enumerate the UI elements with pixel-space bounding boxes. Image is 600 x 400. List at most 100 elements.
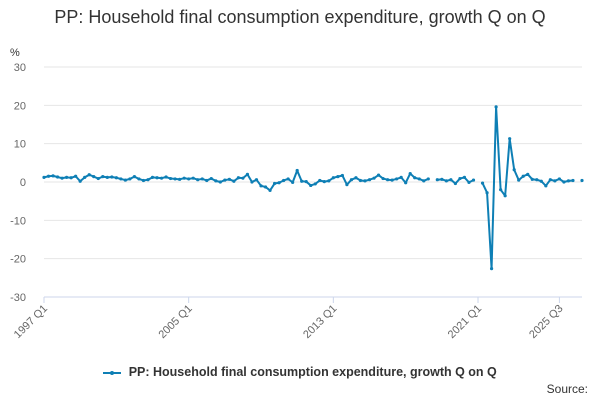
data-point[interactable] xyxy=(395,177,399,181)
data-point[interactable] xyxy=(119,177,123,181)
data-point[interactable] xyxy=(381,176,385,181)
data-point[interactable] xyxy=(467,180,471,184)
data-point[interactable] xyxy=(96,176,100,181)
data-point[interactable] xyxy=(566,179,571,183)
data-point[interactable] xyxy=(209,176,213,181)
data-point[interactable] xyxy=(363,179,367,183)
data-point[interactable] xyxy=(354,176,358,180)
data-point[interactable] xyxy=(223,178,227,182)
data-point[interactable] xyxy=(440,177,444,181)
data-point[interactable] xyxy=(435,178,439,182)
data-point[interactable] xyxy=(571,178,575,183)
data-point[interactable] xyxy=(331,176,335,180)
data-point[interactable] xyxy=(146,178,150,182)
data-point[interactable] xyxy=(110,175,114,179)
data-point[interactable] xyxy=(535,178,539,182)
data-point[interactable] xyxy=(254,178,259,182)
data-point[interactable] xyxy=(114,176,118,180)
data-point[interactable] xyxy=(336,175,340,179)
data-point[interactable] xyxy=(580,178,584,183)
data-point[interactable] xyxy=(458,176,462,181)
data-point[interactable] xyxy=(489,267,494,271)
data-point[interactable] xyxy=(345,183,349,187)
data-point[interactable] xyxy=(92,175,96,179)
data-point[interactable] xyxy=(164,175,168,179)
data-point[interactable] xyxy=(444,179,448,183)
series-line[interactable] xyxy=(44,107,582,269)
data-point[interactable] xyxy=(259,184,263,188)
data-point[interactable] xyxy=(327,179,331,183)
data-point[interactable] xyxy=(304,180,308,184)
data-point[interactable] xyxy=(105,175,109,179)
data-point[interactable] xyxy=(548,178,552,182)
data-point[interactable] xyxy=(449,178,453,182)
data-point[interactable] xyxy=(155,176,159,180)
data-point[interactable] xyxy=(413,176,417,180)
data-point[interactable] xyxy=(272,181,277,186)
data-point[interactable] xyxy=(159,176,164,180)
data-point[interactable] xyxy=(508,137,512,141)
data-point[interactable] xyxy=(408,171,412,176)
data-point[interactable] xyxy=(232,179,236,183)
data-point[interactable] xyxy=(372,176,376,180)
data-point[interactable] xyxy=(521,174,525,178)
data-point[interactable] xyxy=(263,185,268,189)
data-point[interactable] xyxy=(453,181,458,186)
data-point[interactable] xyxy=(245,172,250,176)
data-point[interactable] xyxy=(291,180,295,184)
data-point[interactable] xyxy=(168,176,173,181)
data-point[interactable] xyxy=(74,174,78,178)
data-point[interactable] xyxy=(286,177,290,181)
data-point[interactable] xyxy=(282,178,286,183)
data-point[interactable] xyxy=(42,175,46,179)
data-point[interactable] xyxy=(367,178,372,182)
data-point[interactable] xyxy=(268,188,272,193)
data-point[interactable] xyxy=(241,176,245,180)
data-point[interactable] xyxy=(87,173,91,177)
data-point[interactable] xyxy=(123,178,127,182)
data-point[interactable] xyxy=(399,175,403,179)
data-point[interactable] xyxy=(214,179,218,183)
data-point[interactable] xyxy=(422,179,426,183)
data-point[interactable] xyxy=(132,175,137,179)
data-point[interactable] xyxy=(65,175,69,179)
data-point[interactable] xyxy=(51,174,55,178)
data-point[interactable] xyxy=(526,172,530,176)
data-point[interactable] xyxy=(385,178,390,182)
data-point[interactable] xyxy=(426,177,430,181)
data-point[interactable] xyxy=(173,177,177,181)
data-point[interactable] xyxy=(182,176,186,180)
data-point[interactable] xyxy=(236,176,241,180)
data-point[interactable] xyxy=(46,174,51,178)
data-point[interactable] xyxy=(178,177,182,181)
data-point[interactable] xyxy=(485,191,489,195)
data-point[interactable] xyxy=(250,180,254,184)
data-point[interactable] xyxy=(417,177,421,181)
data-point[interactable] xyxy=(300,179,304,183)
data-point[interactable] xyxy=(141,178,146,183)
data-point[interactable] xyxy=(512,168,516,172)
data-point[interactable] xyxy=(200,177,204,181)
data-point[interactable] xyxy=(404,181,408,185)
data-point[interactable] xyxy=(218,180,222,184)
data-point[interactable] xyxy=(83,175,87,179)
data-point[interactable] xyxy=(557,177,561,181)
data-point[interactable] xyxy=(60,176,64,180)
data-point[interactable] xyxy=(78,179,82,183)
data-point[interactable] xyxy=(471,178,476,182)
data-point[interactable] xyxy=(503,194,507,198)
data-point[interactable] xyxy=(205,178,209,183)
data-point[interactable] xyxy=(349,178,354,182)
data-point[interactable] xyxy=(128,177,132,181)
data-point[interactable] xyxy=(562,180,566,184)
data-point[interactable] xyxy=(322,180,326,184)
data-point[interactable] xyxy=(499,188,503,192)
data-point[interactable] xyxy=(137,177,141,181)
data-point[interactable] xyxy=(150,175,155,179)
data-point[interactable] xyxy=(277,181,281,185)
data-point[interactable] xyxy=(313,182,317,186)
data-point[interactable] xyxy=(494,105,498,109)
data-point[interactable] xyxy=(309,183,313,188)
data-point[interactable] xyxy=(480,181,485,185)
legend[interactable]: PP: Household final consumption expendit… xyxy=(0,365,600,379)
